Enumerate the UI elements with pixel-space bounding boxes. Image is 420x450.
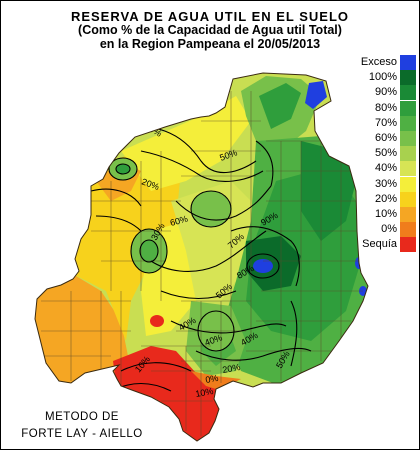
legend-item: 10% <box>363 207 419 222</box>
legend-swatch <box>400 70 416 86</box>
contour-label: 20% <box>222 362 241 375</box>
contour-label: 10% <box>195 386 214 399</box>
legend-swatch <box>400 161 416 177</box>
map-date-line: en la Region Pampeana el 20/05/2013 <box>99 37 321 51</box>
legend-item: 40% <box>363 161 419 177</box>
legend-item: 30% <box>363 176 419 192</box>
legend-label: 90% <box>374 86 397 99</box>
legend-item: 90% <box>363 85 419 101</box>
legend-label: 70% <box>374 116 397 129</box>
legend-swatch <box>400 176 416 192</box>
legend-swatch <box>400 222 416 238</box>
zone-darkgreen-west-cell <box>140 240 158 262</box>
legend-item: 20% <box>363 191 419 207</box>
legend-swatch <box>400 85 416 101</box>
legend-label: 10% <box>374 208 397 220</box>
legend-swatch <box>400 207 416 222</box>
zone-darkgreen-nw-cell <box>116 164 130 174</box>
method-authors: FORTE LAY - AIELLO <box>21 428 143 440</box>
legend-item: 70% <box>363 115 419 131</box>
legend-item: 60% <box>363 131 419 146</box>
zone-red-south <box>113 346 221 441</box>
contour-label: 60% <box>169 214 189 228</box>
legend-swatch <box>400 100 416 116</box>
legend-item: 50% <box>363 146 419 162</box>
legend-label: 30% <box>374 177 397 190</box>
exceso-spot-north <box>305 81 327 109</box>
region-outline <box>34 72 369 442</box>
method-label: METODO DE <box>45 411 119 423</box>
legend-item: 100% <box>363 70 419 86</box>
legend-item: 80% <box>363 100 419 116</box>
map-title: RESERVA DE AGUA UTIL EN EL SUELO <box>70 9 350 24</box>
exceso-spot-center <box>253 259 273 273</box>
legend-label: 20% <box>374 192 397 205</box>
legend-swatch <box>400 237 416 253</box>
legend-label: 50% <box>374 147 397 160</box>
legend-swatch <box>400 146 416 162</box>
legend-label: 40% <box>374 162 397 175</box>
legend-label: 0% <box>381 223 397 236</box>
contour-label: 0% <box>205 373 220 385</box>
legend-label: Exceso <box>360 56 397 68</box>
legend-label: Sequía <box>362 238 397 251</box>
legend-swatch <box>400 131 416 146</box>
legend-label: 60% <box>374 132 397 144</box>
legend-item: Sequía <box>362 237 419 253</box>
legend-swatch <box>400 115 416 131</box>
sequia-spot-west <box>150 315 164 327</box>
map-subtitle: (Como % de la Capacidad de Agua util Tot… <box>78 23 342 37</box>
legend-label: 80% <box>374 101 397 114</box>
legend-swatch <box>400 191 416 207</box>
zone-darkgreen-northspine <box>259 83 301 129</box>
legend-swatch <box>400 55 416 70</box>
legend-item: 0% <box>363 222 419 238</box>
legend-label: 100% <box>368 71 397 84</box>
zone-yellow-west <box>71 151 181 341</box>
zone-deepgreen-east <box>301 141 356 241</box>
legend-item: Exceso <box>361 55 419 70</box>
